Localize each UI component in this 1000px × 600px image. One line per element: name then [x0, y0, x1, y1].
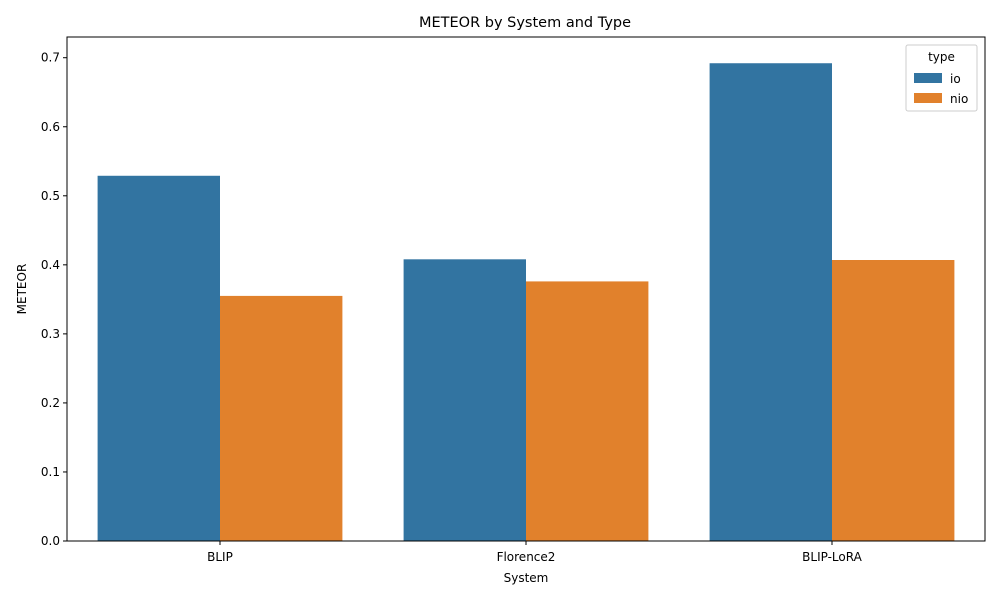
legend-label-nio: nio [950, 92, 968, 106]
y-tick-label: 0.1 [41, 465, 60, 479]
legend: type io nio [905, 44, 978, 112]
y-axis: 0.0 0.1 0.2 0.3 0.4 0.5 0.6 0.7 [41, 51, 67, 548]
legend-title: type [928, 50, 955, 64]
legend-label-io: io [950, 72, 961, 86]
y-tick-label: 0.6 [41, 120, 60, 134]
bar-io-blip [97, 175, 220, 542]
bar-nio-blip [220, 295, 343, 541]
y-tick-label: 0.4 [41, 258, 60, 272]
y-tick-label: 0.5 [41, 189, 60, 203]
bar-io-florence2 [403, 259, 526, 541]
x-tick-label: BLIP [207, 550, 233, 564]
bars-group [97, 63, 955, 542]
y-axis-label: METEOR [15, 264, 29, 315]
y-tick-label: 0.0 [41, 534, 60, 548]
y-tick-label: 0.7 [41, 51, 60, 65]
legend-swatch-io [914, 73, 942, 83]
bar-io-blip-lora [709, 63, 832, 541]
chart-title: METEOR by System and Type [419, 15, 631, 31]
plot-frame [66, 36, 986, 542]
bar-nio-florence2 [526, 281, 649, 541]
x-axis: BLIP Florence2 BLIP-LoRA [207, 541, 863, 564]
y-tick-label: 0.2 [41, 396, 60, 410]
bar-nio-blip-lora [832, 260, 955, 541]
y-tick-label: 0.3 [41, 327, 60, 341]
x-axis-label: System [504, 571, 549, 585]
x-tick-label: BLIP-LoRA [802, 550, 862, 564]
x-tick-label: Florence2 [497, 550, 556, 564]
legend-swatch-nio [914, 93, 942, 103]
